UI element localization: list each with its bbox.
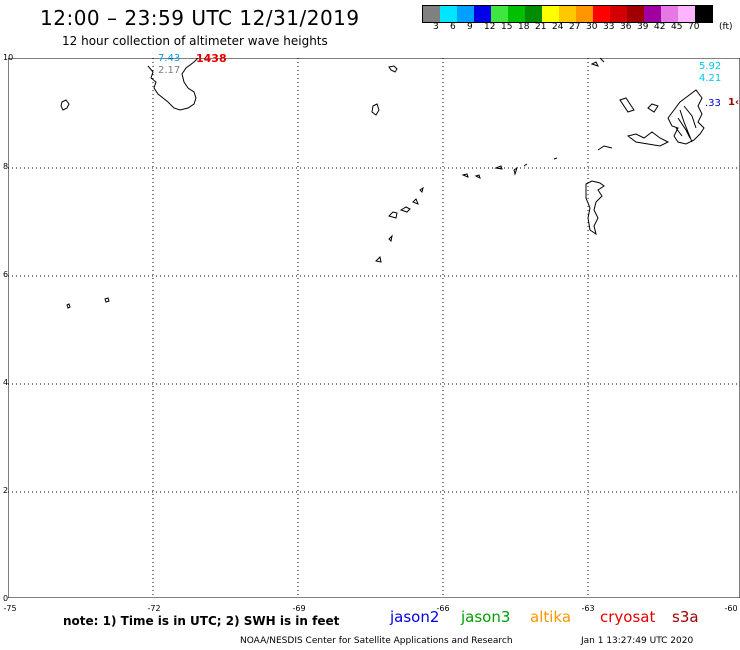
legend-swatch xyxy=(593,6,610,22)
legend-swatch xyxy=(627,6,644,22)
swh-value-label: 2.17 xyxy=(158,65,181,76)
legend-tick-label: 45 xyxy=(671,22,683,32)
lat-label-10: 10 xyxy=(3,53,14,62)
legend-tick-label: 36 xyxy=(620,22,632,32)
credit-footer: NOAA/NESDIS Center for Satellite Applica… xyxy=(240,636,513,646)
lat-label-2: 2 xyxy=(3,486,9,495)
map-subtitle: 12 hour collection of altimeter wave hei… xyxy=(62,34,328,48)
swh-value-label: 7.43 xyxy=(158,53,181,64)
legend-swatch xyxy=(423,6,440,22)
units-note: note: 1) Time is in UTC; 2) SWH is in fe… xyxy=(63,614,340,628)
satellite-jason3: jason3 xyxy=(461,608,511,626)
coastline-northeast xyxy=(590,58,705,151)
legend-tick-label: 27 xyxy=(569,22,581,32)
legend-swatch xyxy=(644,6,661,22)
coastline-paraguana xyxy=(147,58,199,111)
legend-swatch xyxy=(559,6,576,22)
island-west-1 xyxy=(60,99,70,111)
generated-timestamp: Jan 1 13:27:49 UTC 2020 xyxy=(581,636,694,646)
coastline-northeast-detail xyxy=(675,105,697,143)
legend-tick-label: 12 xyxy=(484,22,496,32)
altimeter-map xyxy=(8,58,740,598)
legend-swatch xyxy=(474,6,491,22)
lon-label-69: -69 xyxy=(292,604,306,613)
legend-swatch xyxy=(610,6,627,22)
legend-tick-label: 42 xyxy=(654,22,666,32)
satellite-altika: altika xyxy=(530,608,572,626)
legend-swatch xyxy=(440,6,457,22)
lat-label-8: 8 xyxy=(3,162,9,171)
lat-label-4: 4 xyxy=(3,378,9,387)
legend-tick-label: 70 xyxy=(688,22,700,32)
legend-tick-label: 15 xyxy=(501,22,513,32)
legend-swatch xyxy=(576,6,593,22)
wave-height-color-legend xyxy=(422,5,713,23)
islands-antilles xyxy=(374,157,558,263)
swh-value-label: 4.21 xyxy=(699,73,722,84)
lon-label-63: -63 xyxy=(581,604,595,613)
legend-tick-label: 33 xyxy=(603,22,615,32)
swh-value-label: 1438 xyxy=(196,52,227,65)
map-frame xyxy=(8,58,740,598)
satellite-s3a: s3a xyxy=(672,608,699,626)
island-north-2 xyxy=(371,103,380,116)
lon-label-60: -60 xyxy=(724,604,738,613)
satellite-jason2: jason2 xyxy=(390,608,440,626)
legend-swatch xyxy=(491,6,508,22)
legend-swatch xyxy=(525,6,542,22)
swh-value-label: .33 xyxy=(705,98,721,109)
lat-label-6: 6 xyxy=(3,270,9,279)
lon-label-72: -72 xyxy=(147,604,161,613)
legend-tick-label: 24 xyxy=(552,22,564,32)
island-north-1 xyxy=(388,65,398,73)
lat-label-0: 0 xyxy=(3,594,9,603)
legend-tick-label: 21 xyxy=(535,22,547,32)
legend-swatch xyxy=(678,6,695,22)
legend-tick-label: 3 xyxy=(433,22,439,32)
lon-label-66: -66 xyxy=(436,604,450,613)
island-west-3 xyxy=(104,297,110,303)
legend-tick-label: 18 xyxy=(518,22,530,32)
legend-tick-label: 6 xyxy=(450,22,456,32)
satellite-cryosat: cryosat xyxy=(600,608,656,626)
legend-tick-label: 30 xyxy=(586,22,598,32)
legend-tick-label: 9 xyxy=(467,22,473,32)
legend-tick-label: 39 xyxy=(637,22,649,32)
legend-swatch xyxy=(508,6,525,22)
island-trinidad xyxy=(585,180,605,236)
legend-swatch xyxy=(661,6,678,22)
legend-swatch xyxy=(457,6,474,22)
legend-swatch xyxy=(542,6,559,22)
map-title: 12:00 – 23:59 UTC 12/31/2019 xyxy=(40,6,360,30)
legend-labels: 3 6 9 12 15 18 21 24 27 30 33 36 39 42 45 70 (ft) xyxy=(422,22,740,36)
legend-unit-label: (ft) xyxy=(719,22,733,32)
coastlines xyxy=(60,58,705,309)
lon-label-75: -75 xyxy=(3,604,17,613)
island-west-2 xyxy=(66,303,71,309)
swh-value-label: 1‹ xyxy=(728,97,740,108)
swh-value-label: 5.92 xyxy=(699,61,722,72)
legend-swatch xyxy=(695,6,712,22)
